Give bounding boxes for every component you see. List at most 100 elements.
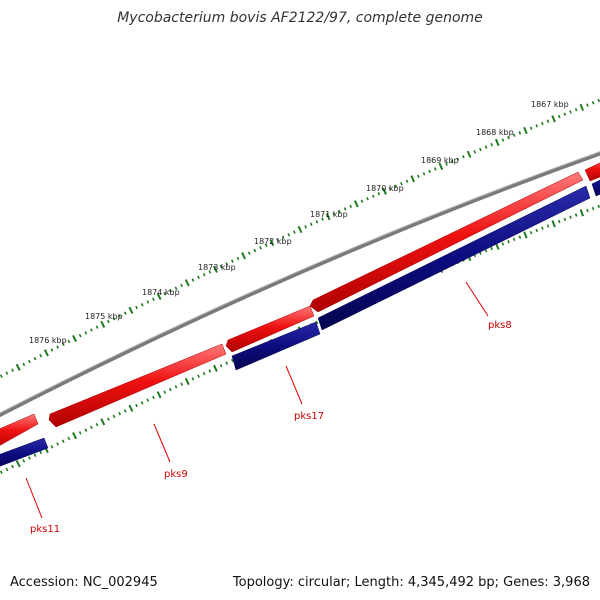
minor-tick bbox=[501, 138, 505, 142]
minor-tick bbox=[168, 387, 172, 392]
major-tick bbox=[382, 187, 387, 195]
minor-tick bbox=[501, 242, 505, 246]
minor-tick bbox=[219, 364, 223, 368]
minor-tick bbox=[135, 403, 138, 408]
minor-tick bbox=[259, 246, 262, 250]
gene-forward-edge[interactable] bbox=[584, 158, 600, 182]
major-tick bbox=[15, 460, 21, 468]
minor-tick bbox=[135, 305, 138, 310]
major-tick bbox=[128, 306, 134, 314]
minor-tick bbox=[456, 157, 460, 161]
kbp-label: 1868 kbp bbox=[476, 128, 514, 137]
minor-tick bbox=[366, 197, 369, 201]
minor-tick bbox=[484, 145, 488, 149]
minor-tick bbox=[163, 292, 167, 296]
minor-tick bbox=[225, 262, 229, 266]
minor-tick bbox=[490, 143, 493, 147]
major-tick bbox=[297, 225, 303, 234]
minor-tick bbox=[118, 411, 122, 416]
gene-pks11-reverse[interactable] bbox=[0, 437, 49, 470]
minor-tick bbox=[5, 371, 9, 375]
minor-tick bbox=[388, 186, 392, 191]
minor-tick bbox=[84, 331, 88, 335]
minor-tick bbox=[56, 442, 60, 446]
kbp-label: 1876 kbp bbox=[29, 336, 67, 345]
minor-tick bbox=[490, 246, 493, 251]
major-tick bbox=[579, 209, 585, 217]
minor-tick bbox=[394, 184, 398, 188]
minor-tick bbox=[208, 369, 212, 373]
minor-tick bbox=[247, 251, 251, 255]
major-tick bbox=[579, 103, 585, 111]
gene-pks11-forward[interactable] bbox=[0, 413, 39, 451]
minor-tick bbox=[304, 225, 308, 229]
minor-tick bbox=[84, 428, 88, 432]
minor-tick bbox=[315, 220, 319, 224]
major-tick bbox=[523, 126, 528, 135]
minor-tick bbox=[0, 374, 3, 378]
minor-tick bbox=[11, 368, 14, 372]
gene-label-pks17[interactable]: pks17 bbox=[294, 411, 324, 422]
minor-tick bbox=[90, 425, 93, 430]
major-tick bbox=[551, 115, 556, 123]
kbp-label: 1874 kbp bbox=[142, 288, 180, 297]
minor-tick bbox=[507, 240, 510, 244]
kbp-label: 1870 kbp bbox=[366, 184, 404, 193]
gene-pks9[interactable] bbox=[48, 343, 227, 428]
minor-tick bbox=[140, 303, 144, 307]
minor-tick bbox=[33, 356, 37, 361]
forward-strand-features bbox=[0, 158, 600, 451]
minor-tick bbox=[225, 361, 229, 365]
minor-tick bbox=[22, 459, 26, 463]
minor-tick bbox=[591, 206, 595, 211]
minor-tick bbox=[264, 243, 268, 247]
minor-tick bbox=[360, 199, 364, 203]
major-tick bbox=[43, 349, 49, 357]
gene-pks8[interactable] bbox=[317, 185, 591, 331]
major-tick bbox=[523, 231, 528, 239]
minor-tick bbox=[529, 231, 533, 235]
kbp-label: 1867 kbp bbox=[531, 100, 569, 109]
minor-tick bbox=[78, 431, 82, 435]
pks17-callout-line bbox=[285, 365, 303, 405]
pks8-callout-line bbox=[465, 281, 489, 317]
minor-tick bbox=[208, 270, 212, 274]
gene-label-pks9[interactable]: pks9 bbox=[164, 469, 188, 480]
gene-reverse-edge[interactable] bbox=[591, 175, 600, 197]
minor-tick bbox=[50, 445, 54, 449]
minor-tick bbox=[90, 328, 93, 332]
major-tick bbox=[241, 252, 247, 260]
minor-tick bbox=[95, 325, 99, 329]
gene-pks8-forward[interactable] bbox=[309, 171, 584, 313]
major-tick bbox=[15, 363, 21, 371]
gene-pks17-forward[interactable] bbox=[225, 305, 315, 353]
gene-label-pks8[interactable]: pks8 bbox=[488, 320, 512, 331]
major-tick bbox=[438, 162, 444, 171]
minor-tick bbox=[377, 191, 381, 196]
minor-tick bbox=[518, 131, 522, 135]
minor-tick bbox=[546, 119, 550, 123]
kbp-label: 1873 kbp bbox=[198, 263, 236, 272]
gene-callouts: pks11 pks9 pks17 pks8 bbox=[25, 281, 512, 535]
minor-tick bbox=[202, 272, 206, 277]
genome-backbone bbox=[0, 151, 600, 418]
minor-tick bbox=[569, 110, 572, 114]
minor-tick bbox=[433, 167, 437, 171]
major-tick bbox=[100, 320, 106, 328]
gene-label-pks11[interactable]: pks11 bbox=[30, 524, 60, 535]
minor-tick bbox=[39, 450, 43, 455]
minor-tick bbox=[569, 215, 572, 219]
kbp-label: 1872 kbp bbox=[254, 237, 292, 246]
major-tick bbox=[100, 418, 106, 426]
kbp-labels: 1867 kbp 1868 kbp 1869 kbp 1870 kbp 1871… bbox=[29, 100, 569, 345]
minor-tick bbox=[535, 124, 539, 128]
minor-tick bbox=[152, 297, 155, 301]
minor-tick bbox=[546, 224, 550, 228]
minor-tick bbox=[118, 314, 122, 318]
minor-tick bbox=[163, 390, 167, 394]
minor-tick bbox=[5, 467, 9, 472]
minor-tick bbox=[445, 162, 448, 166]
minor-tick bbox=[563, 217, 567, 222]
gene-pks17[interactable] bbox=[231, 321, 321, 371]
